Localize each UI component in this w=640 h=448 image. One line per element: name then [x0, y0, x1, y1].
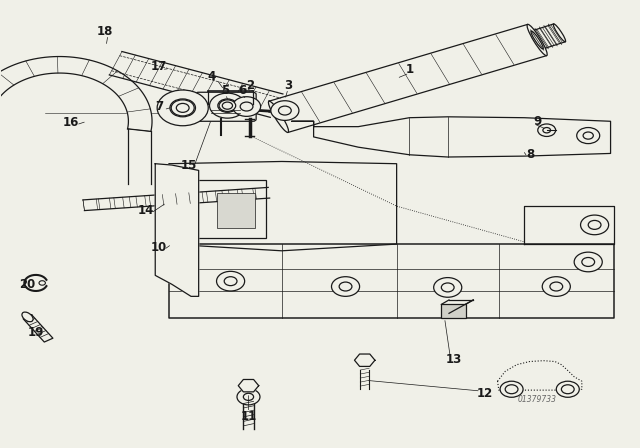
- Text: 10: 10: [151, 241, 167, 254]
- Circle shape: [577, 128, 600, 144]
- Circle shape: [157, 90, 208, 126]
- Circle shape: [219, 100, 236, 112]
- Circle shape: [583, 132, 593, 139]
- Circle shape: [582, 258, 595, 267]
- Circle shape: [222, 102, 232, 109]
- Circle shape: [278, 106, 291, 115]
- Ellipse shape: [268, 101, 289, 133]
- Circle shape: [543, 128, 550, 133]
- Polygon shape: [156, 164, 198, 296]
- Text: 8: 8: [527, 148, 535, 161]
- Circle shape: [442, 283, 454, 292]
- Text: 3: 3: [284, 79, 292, 92]
- Polygon shape: [524, 206, 614, 244]
- Text: 18: 18: [97, 26, 113, 39]
- Circle shape: [500, 381, 523, 397]
- Polygon shape: [0, 56, 152, 131]
- Text: 13: 13: [446, 353, 462, 366]
- Text: 2: 2: [246, 79, 254, 92]
- Circle shape: [243, 393, 253, 401]
- Polygon shape: [109, 52, 283, 117]
- Bar: [442, 304, 466, 318]
- Circle shape: [550, 282, 563, 291]
- Circle shape: [170, 99, 195, 117]
- Ellipse shape: [554, 24, 566, 42]
- Text: 11: 11: [241, 409, 257, 422]
- Polygon shape: [238, 379, 259, 392]
- Polygon shape: [23, 315, 53, 342]
- Ellipse shape: [527, 24, 547, 56]
- Text: 17: 17: [151, 60, 167, 73]
- Circle shape: [580, 215, 609, 235]
- Circle shape: [561, 385, 574, 394]
- Circle shape: [271, 101, 299, 121]
- Circle shape: [332, 277, 360, 296]
- Circle shape: [218, 99, 237, 112]
- Circle shape: [556, 381, 579, 397]
- Text: 14: 14: [138, 204, 154, 217]
- Circle shape: [209, 93, 245, 118]
- Polygon shape: [170, 161, 397, 251]
- Circle shape: [339, 282, 352, 291]
- Text: 12: 12: [477, 387, 493, 400]
- Text: 9: 9: [533, 115, 541, 128]
- Circle shape: [542, 277, 570, 296]
- Text: 5: 5: [221, 84, 230, 97]
- Text: 7: 7: [155, 100, 163, 113]
- Circle shape: [216, 271, 244, 291]
- Circle shape: [538, 124, 556, 137]
- FancyBboxPatch shape: [195, 92, 256, 121]
- Polygon shape: [355, 354, 375, 366]
- Text: 1: 1: [405, 64, 413, 77]
- Circle shape: [434, 278, 462, 297]
- Circle shape: [588, 220, 601, 229]
- Circle shape: [237, 389, 260, 405]
- Polygon shape: [292, 117, 611, 157]
- Text: 16: 16: [63, 116, 79, 129]
- Ellipse shape: [22, 312, 33, 322]
- Text: 20: 20: [19, 278, 36, 291]
- Text: 01379733: 01379733: [518, 395, 557, 404]
- Circle shape: [232, 97, 260, 116]
- Ellipse shape: [531, 31, 543, 49]
- Circle shape: [505, 385, 518, 394]
- Text: 19: 19: [28, 326, 44, 339]
- Text: 15: 15: [181, 159, 197, 172]
- Text: 6: 6: [238, 84, 246, 97]
- Polygon shape: [83, 187, 269, 211]
- Circle shape: [39, 281, 45, 285]
- Polygon shape: [269, 24, 547, 133]
- Bar: [189, 180, 266, 238]
- Text: 4: 4: [207, 70, 216, 83]
- Polygon shape: [170, 244, 614, 318]
- Circle shape: [176, 103, 189, 112]
- Circle shape: [224, 277, 237, 286]
- Circle shape: [240, 102, 253, 111]
- Polygon shape: [531, 24, 565, 49]
- Bar: [216, 193, 255, 228]
- Circle shape: [574, 252, 602, 272]
- Circle shape: [172, 100, 194, 116]
